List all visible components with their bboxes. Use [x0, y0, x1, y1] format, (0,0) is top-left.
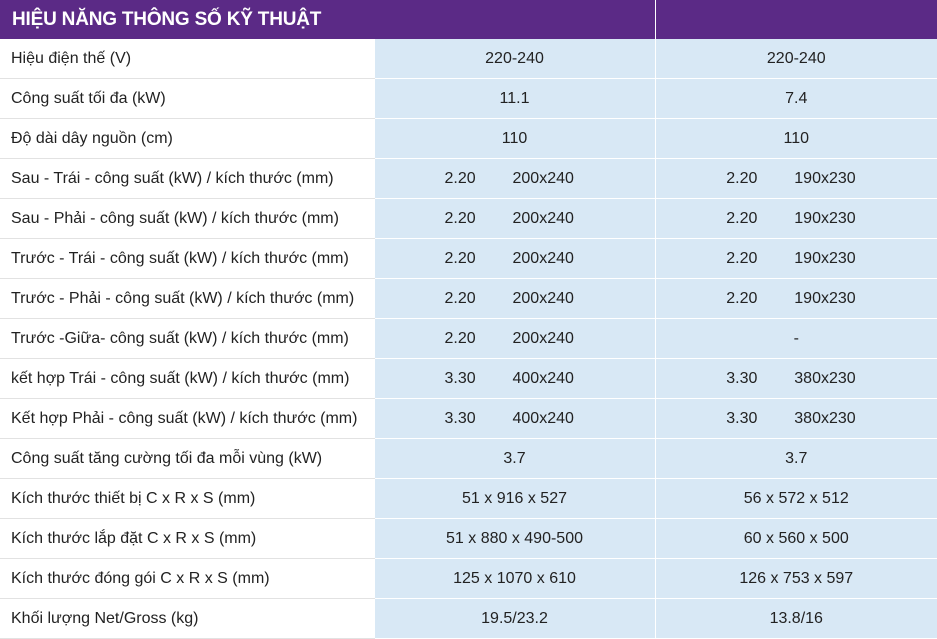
row-label: Sau - Trái - công suất (kW) / kích thước… [0, 158, 374, 199]
value-model-1: 2.20 200x240 [373, 318, 656, 359]
value-model-1: 2.20 200x240 [373, 198, 656, 239]
table-row: Kích thước đóng gói C x R x S (mm) 125 x… [0, 558, 937, 599]
zone-power: 2.20 [726, 209, 758, 227]
row-label: Kích thước đóng gói C x R x S (mm) [0, 558, 374, 599]
zone-size: 200x240 [512, 329, 574, 347]
zone-power: 3.30 [444, 409, 476, 427]
zone-size: 400x240 [512, 369, 574, 387]
value-model-2: 126 x 753 x 597 [654, 558, 937, 599]
table-title: HIỆU NĂNG THÔNG SỐ KỸ THUẬT [0, 0, 656, 39]
value-model-1: 110 [373, 118, 656, 159]
table-row: Kết hợp Phải - công suất (kW) / kích thư… [0, 398, 937, 439]
value-model-1: 2.20 200x240 [373, 158, 656, 199]
zone-power: 2.20 [444, 169, 476, 187]
value-model-1: 220-240 [373, 39, 656, 79]
row-label: Kích thước thiết bị C x R x S (mm) [0, 478, 374, 519]
zone-power: 2.20 [444, 329, 476, 347]
zone-power: 2.20 [726, 289, 758, 307]
row-label: Trước -Giữa- công suất (kW) / kích thước… [0, 318, 374, 359]
table-row: Trước - Phải - công suất (kW) / kích thư… [0, 278, 937, 319]
header-blank-cell [654, 0, 937, 39]
value-model-1: 2.20 200x240 [373, 238, 656, 279]
table-row: Hiệu điện thế (V) 220-240 220-240 [0, 39, 937, 79]
zone-size: 200x240 [512, 169, 574, 187]
zone-size: 200x240 [512, 289, 574, 307]
row-label: kết hợp Trái - công suất (kW) / kích thư… [0, 358, 374, 399]
table-header: HIỆU NĂNG THÔNG SỐ KỸ THUẬT [0, 0, 937, 39]
table-row: Sau - Trái - công suất (kW) / kích thước… [0, 158, 937, 199]
zone-power: 2.20 [726, 169, 758, 187]
table-row: Công suất tăng cường tối đa mỗi vùng (kW… [0, 438, 937, 479]
table-row: Khối lượng Net/Gross (kg) 19.5/23.2 13.8… [0, 598, 937, 639]
zone-power: 3.30 [444, 369, 476, 387]
table-row: Công suất tối đa (kW) 11.1 7.4 [0, 78, 937, 119]
table-row: Trước - Trái - công suất (kW) / kích thư… [0, 238, 937, 279]
row-label: Công suất tối đa (kW) [0, 78, 374, 119]
table-row: Kích thước thiết bị C x R x S (mm) 51 x … [0, 478, 937, 519]
value-model-2: 110 [654, 118, 937, 159]
row-label: Trước - Phải - công suất (kW) / kích thư… [0, 278, 374, 319]
value-model-1: 19.5/23.2 [373, 598, 656, 639]
value-model-2: 7.4 [654, 78, 937, 119]
row-label: Độ dài dây nguồn (cm) [0, 118, 374, 159]
value-model-2: 220-240 [654, 39, 937, 79]
value-model-2: 56 x 572 x 512 [654, 478, 937, 519]
zone-size: 190x230 [794, 169, 856, 187]
zone-power: 2.20 [444, 249, 476, 267]
value-model-2: 3.7 [654, 438, 937, 479]
row-label: Trước - Trái - công suất (kW) / kích thư… [0, 238, 374, 279]
zone-size: 200x240 [512, 209, 574, 227]
row-label: Kết hợp Phải - công suất (kW) / kích thư… [0, 398, 374, 439]
value-model-2: 60 x 560 x 500 [654, 518, 937, 559]
value-model-1: 51 x 880 x 490-500 [373, 518, 656, 559]
zone-power: 2.20 [444, 209, 476, 227]
table-row: Sau - Phải - công suất (kW) / kích thước… [0, 198, 937, 239]
zone-size: 200x240 [512, 249, 574, 267]
table-row: Kích thước lắp đặt C x R x S (mm) 51 x 8… [0, 518, 937, 559]
row-label: Sau - Phải - công suất (kW) / kích thước… [0, 198, 374, 239]
value-model-1: 3.7 [373, 438, 656, 479]
zone-power: 3.30 [726, 409, 758, 427]
row-label: Công suất tăng cường tối đa mỗi vùng (kW… [0, 438, 374, 479]
value-model-1: 51 x 916 x 527 [373, 478, 656, 519]
zone-size: 380x230 [794, 369, 856, 387]
zone-power: 3.30 [726, 369, 758, 387]
value-model-2: 2.20 190x230 [654, 278, 937, 319]
row-label: Kích thước lắp đặt C x R x S (mm) [0, 518, 374, 559]
table-row: Trước -Giữa- công suất (kW) / kích thước… [0, 318, 937, 359]
value-model-2: 3.30 380x230 [654, 398, 937, 439]
row-label: Khối lượng Net/Gross (kg) [0, 598, 374, 639]
value-model-1: 11.1 [373, 78, 656, 119]
value-model-2: 2.20 190x230 [654, 158, 937, 199]
value-model-1: 125 x 1070 x 610 [373, 558, 656, 599]
zone-size: 380x230 [794, 409, 856, 427]
zone-size: 190x230 [794, 249, 856, 267]
zone-power: 2.20 [726, 249, 758, 267]
value-model-2: 3.30 380x230 [654, 358, 937, 399]
table-row: Độ dài dây nguồn (cm) 110 110 [0, 118, 937, 159]
table-row: kết hợp Trái - công suất (kW) / kích thư… [0, 358, 937, 399]
zone-size: 400x240 [512, 409, 574, 427]
zone-size: 190x230 [794, 209, 856, 227]
row-label: Hiệu điện thế (V) [0, 39, 374, 79]
value-model-2: 2.20 190x230 [654, 238, 937, 279]
zone-power: 2.20 [444, 289, 476, 307]
value-model-2: - [654, 318, 937, 359]
value-model-2: 2.20 190x230 [654, 198, 937, 239]
value-model-1: 3.30 400x240 [373, 358, 656, 399]
value-model-1: 2.20 200x240 [373, 278, 656, 319]
value-model-2: 13.8/16 [654, 598, 937, 639]
value-model-1: 3.30 400x240 [373, 398, 656, 439]
zone-size: 190x230 [794, 289, 856, 307]
